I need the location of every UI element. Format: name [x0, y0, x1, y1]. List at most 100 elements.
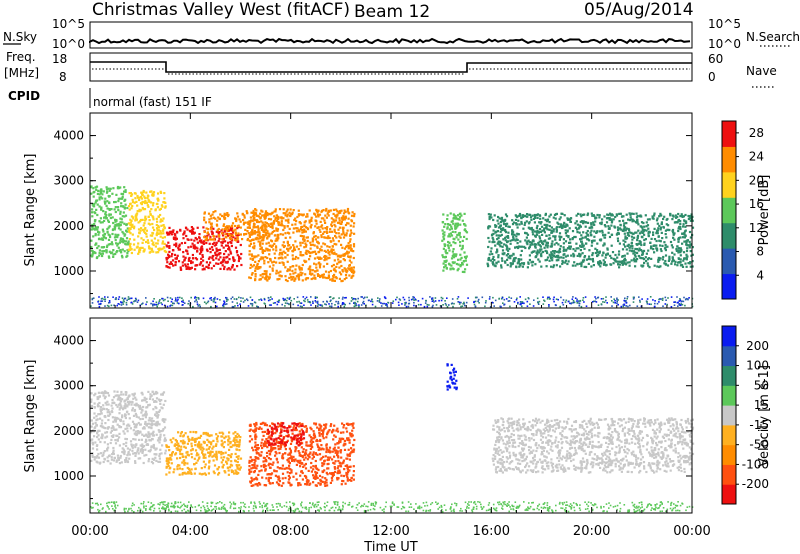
power-data-point — [596, 254, 599, 257]
power-data-point — [224, 240, 227, 243]
power-data-point — [211, 213, 214, 216]
power-ground-point — [477, 298, 480, 301]
power-ground-point — [305, 296, 308, 299]
power-data-point — [202, 241, 205, 244]
power-data-point — [685, 249, 689, 253]
power-data-point — [618, 227, 622, 230]
power-data-point — [538, 260, 541, 263]
velocity-data-point — [143, 454, 146, 457]
power-data-point — [518, 260, 521, 263]
power-data-point — [606, 213, 609, 216]
power-data-point — [177, 260, 181, 263]
power-data-point — [336, 221, 340, 224]
velocity-data-point — [201, 449, 204, 452]
velocity-data-point — [124, 460, 127, 463]
velocity-data-point — [229, 466, 232, 469]
power-ground-point — [431, 297, 433, 300]
power-data-point — [641, 253, 644, 256]
power-ground-point — [413, 296, 415, 299]
power-data-point — [200, 257, 203, 260]
velocity-data-point — [157, 398, 161, 401]
power-data-point — [239, 220, 242, 223]
power-data-point — [543, 227, 546, 230]
power-data-point — [617, 239, 620, 243]
power-ground-point — [91, 298, 94, 301]
power-data-point — [314, 238, 317, 241]
power-data-point — [158, 249, 161, 252]
power-ground-point — [97, 301, 99, 303]
power-data-point — [559, 250, 562, 253]
power-data-point — [526, 213, 529, 216]
power-data-point — [524, 239, 527, 242]
power-data-point — [319, 248, 322, 251]
power-ground-point — [594, 300, 596, 303]
power-data-point — [488, 253, 491, 256]
power-ground-point — [270, 296, 272, 298]
power-data-point — [345, 234, 348, 237]
velocity-data-point — [148, 416, 151, 420]
power-data-point — [116, 206, 119, 209]
power-ground-point — [175, 298, 177, 301]
power-data-point — [201, 268, 204, 271]
power-data-point — [451, 219, 454, 223]
power-ground-point — [122, 303, 125, 305]
power-data-point — [202, 226, 205, 229]
power-ground-point — [646, 298, 649, 300]
power-data-point — [236, 254, 239, 257]
power-data-point — [287, 221, 290, 224]
power-data-point — [308, 209, 311, 212]
power-ground-point — [170, 300, 173, 303]
power-data-point — [617, 253, 620, 256]
power-data-point — [143, 222, 146, 225]
power-data-point — [257, 240, 260, 243]
power-data-point — [91, 203, 94, 206]
power-data-point — [195, 238, 198, 241]
power-data-point — [339, 211, 342, 214]
power-data-point — [100, 238, 103, 241]
power-data-point — [159, 190, 162, 193]
power-data-point — [325, 230, 328, 233]
power-data-point — [655, 232, 658, 235]
power-data-point — [191, 227, 194, 230]
date-label: 05/Aug/2014 — [584, 0, 694, 20]
power-ground-point — [257, 306, 259, 308]
power-data-point — [571, 238, 574, 241]
power-data-point — [298, 230, 301, 233]
power-ground-point — [127, 298, 130, 300]
power-data-point — [666, 217, 669, 221]
velocity-data-point — [136, 404, 140, 407]
power-data-point — [496, 242, 499, 245]
power-data-point — [271, 225, 274, 228]
power-ground-point — [681, 300, 683, 302]
power-data-point — [645, 252, 648, 255]
power-data-point — [214, 217, 217, 220]
power-data-point — [585, 265, 588, 269]
velocity-data-point — [229, 445, 232, 449]
power-data-point — [143, 208, 147, 211]
power-data-point — [298, 268, 302, 271]
power-data-point — [596, 251, 599, 254]
power-data-point — [617, 260, 620, 263]
power-data-point — [618, 242, 621, 245]
power-ground-point — [431, 305, 434, 308]
power-data-point — [580, 237, 583, 240]
power-ground-point — [521, 301, 523, 303]
power-data-point — [598, 262, 601, 265]
velocity-data-point — [205, 448, 208, 451]
power-data-point — [152, 250, 155, 253]
power-data-point — [324, 209, 328, 212]
power-data-point — [222, 223, 226, 226]
velocity-data-point — [127, 403, 130, 406]
power-data-point — [631, 245, 634, 248]
power-data-point — [252, 225, 255, 228]
power-data-point — [593, 230, 596, 233]
velocity-data-point — [96, 448, 99, 451]
power-data-point — [608, 217, 611, 220]
power-ground-point — [169, 305, 171, 307]
power-data-point — [685, 253, 688, 256]
velocity-data-point — [211, 447, 214, 450]
power-data-point — [574, 264, 577, 267]
velocity-data-point — [113, 390, 116, 393]
power-ytick-label: 2000 — [53, 219, 84, 233]
power-data-point — [259, 217, 262, 220]
